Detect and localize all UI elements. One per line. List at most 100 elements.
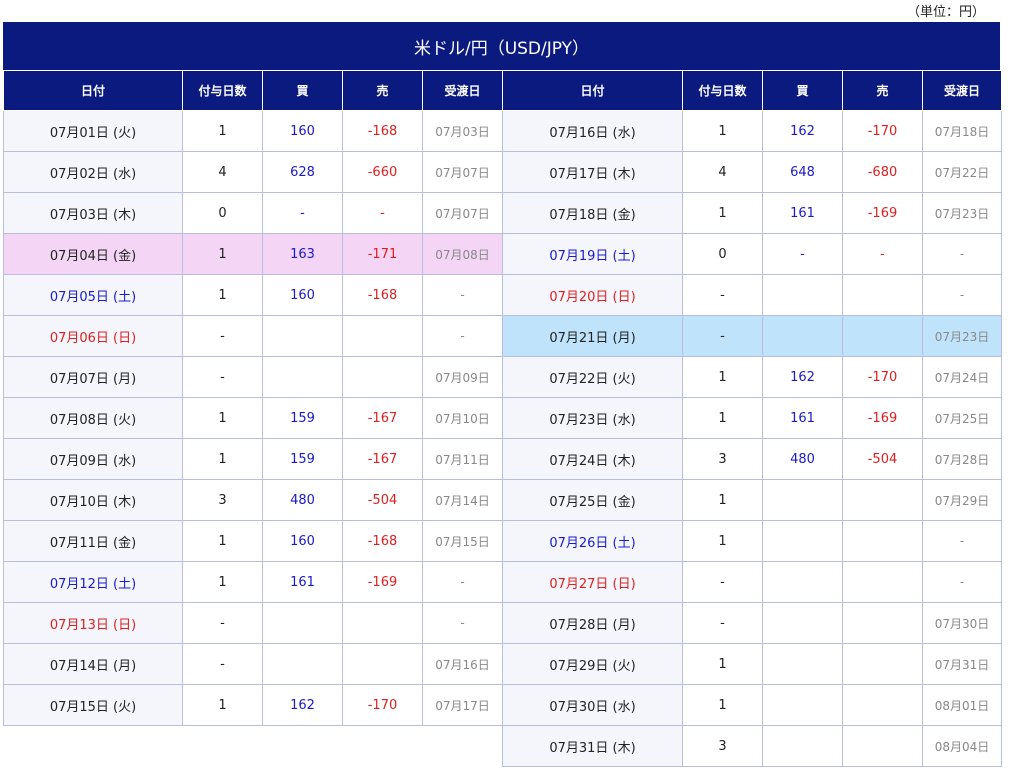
sell-cell: -680: [842, 151, 923, 193]
days-cell: 1: [182, 397, 263, 439]
buy-cell: 628: [262, 151, 343, 193]
sell-cell: -168: [342, 110, 423, 152]
buy-cell: [262, 315, 343, 357]
buy-cell: [762, 520, 843, 562]
date-cell: 07月01日 (火): [3, 110, 183, 152]
data-row: 07月05日 (土) 1 160 -168-: [3, 274, 503, 316]
column-header: 売: [842, 70, 923, 111]
data-row: 07月08日 (火) 1 159 -167 07月10日: [3, 397, 503, 439]
data-row: 07月22日 (火) 1 162 -170 07月24日: [502, 356, 1002, 398]
buy-cell: [762, 561, 843, 603]
days-cell: 1: [182, 561, 263, 603]
sell-cell: -: [342, 192, 423, 234]
buy-cell: 159: [262, 438, 343, 480]
sell-cell: -504: [842, 438, 923, 480]
delivery-cell: 07月17日: [422, 684, 503, 726]
days-cell: 3: [682, 438, 763, 480]
sell-cell: -: [842, 233, 923, 275]
data-row: 07月23日 (水) 1 161 -169 07月25日: [502, 397, 1002, 439]
column-header: 売: [342, 70, 423, 111]
data-row: 07月06日 (日) - -: [3, 315, 503, 357]
delivery-cell: 07月22日: [922, 151, 1002, 193]
buy-cell: 161: [762, 397, 843, 439]
days-cell: 3: [182, 479, 263, 521]
data-row: 07月30日 (水) 1 08月01日: [502, 684, 1002, 726]
data-row: 07月09日 (水) 1 159 -167 07月11日: [3, 438, 503, 480]
sell-cell: [342, 356, 423, 398]
sell-cell: [842, 561, 923, 603]
delivery-cell: 08月01日: [922, 684, 1002, 726]
data-row: 07月19日 (土) 0- - -: [502, 233, 1002, 275]
date-cell: 07月17日 (木): [502, 151, 683, 193]
delivery-cell: 07月08日: [422, 233, 503, 275]
days-cell: -: [682, 602, 763, 644]
delivery-cell: -: [922, 274, 1002, 316]
date-cell: 07月18日 (金): [502, 192, 683, 234]
column-header: 受渡日: [422, 70, 503, 111]
table-title: 米ドル/円（USD/JPY）: [3, 22, 1000, 70]
date-cell: 07月04日 (金): [3, 233, 183, 275]
delivery-cell: 07月09日: [422, 356, 503, 398]
buy-cell: [762, 479, 843, 521]
data-row: 07月29日 (火) 1 07月31日: [502, 643, 1002, 685]
delivery-cell: 07月31日: [922, 643, 1002, 685]
sell-cell: -169: [342, 561, 423, 603]
buy-cell: -: [262, 192, 343, 234]
sell-cell: -170: [842, 356, 923, 398]
date-cell: 07月10日 (木): [3, 479, 183, 521]
buy-cell: 159: [262, 397, 343, 439]
delivery-cell: 07月29日: [922, 479, 1002, 521]
column-header: 付与日数: [182, 70, 263, 111]
sell-cell: -167: [342, 438, 423, 480]
column-header: 買: [262, 70, 343, 111]
date-cell: 07月31日 (木): [502, 725, 683, 767]
date-cell: 07月03日 (木): [3, 192, 183, 234]
days-cell: -: [182, 356, 263, 398]
days-cell: 1: [682, 397, 763, 439]
rate-table-left: 日付 付与日数買売受渡日 07月01日 (火) 1 160 -168 07月03日 07月02…: [3, 70, 503, 726]
column-header: 受渡日: [922, 70, 1002, 111]
days-cell: 1: [682, 479, 763, 521]
data-row: 07月18日 (金) 1 161 -169 07月23日: [502, 192, 1002, 234]
delivery-cell: -: [922, 561, 1002, 603]
sell-cell: [842, 520, 923, 562]
days-cell: 4: [682, 151, 763, 193]
data-row: 07月14日 (月) - 07月16日: [3, 643, 503, 685]
buy-cell: [262, 356, 343, 398]
days-cell: -: [182, 315, 263, 357]
date-cell: 07月21日 (月): [502, 315, 683, 357]
days-cell: -: [682, 561, 763, 603]
date-cell: 07月29日 (火): [502, 643, 683, 685]
column-header: 買: [762, 70, 843, 111]
buy-cell: 648: [762, 151, 843, 193]
rate-table-right: 日付 付与日数買売受渡日 07月16日 (水) 1 162 -170 07月18日 07月17…: [502, 70, 1002, 767]
date-cell: 07月16日 (水): [502, 110, 683, 152]
buy-cell: 162: [762, 110, 843, 152]
sell-cell: -169: [842, 192, 923, 234]
column-header: 付与日数: [682, 70, 763, 111]
buy-cell: [262, 602, 343, 644]
sell-cell: -504: [342, 479, 423, 521]
header-row: 日付 付与日数買売受渡日: [502, 70, 1002, 111]
sell-cell: [342, 643, 423, 685]
sell-cell: -168: [342, 520, 423, 562]
delivery-cell: 07月10日: [422, 397, 503, 439]
data-row: 07月17日 (木) 4 648 -680 07月22日: [502, 151, 1002, 193]
days-cell: 0: [182, 192, 263, 234]
sell-cell: [842, 479, 923, 521]
days-cell: 1: [682, 643, 763, 685]
date-cell: 07月05日 (土): [3, 274, 183, 316]
date-cell: 07月08日 (火): [3, 397, 183, 439]
date-cell: 07月11日 (金): [3, 520, 183, 562]
buy-cell: 160: [262, 274, 343, 316]
buy-cell: 162: [762, 356, 843, 398]
sell-cell: -170: [342, 684, 423, 726]
date-cell: 07月02日 (水): [3, 151, 183, 193]
delivery-cell: 07月11日: [422, 438, 503, 480]
days-cell: 1: [182, 684, 263, 726]
data-row: 07月27日 (日) - -: [502, 561, 1002, 603]
sell-cell: [842, 315, 923, 357]
date-cell: 07月26日 (土): [502, 520, 683, 562]
date-cell: 07月19日 (土): [502, 233, 683, 275]
